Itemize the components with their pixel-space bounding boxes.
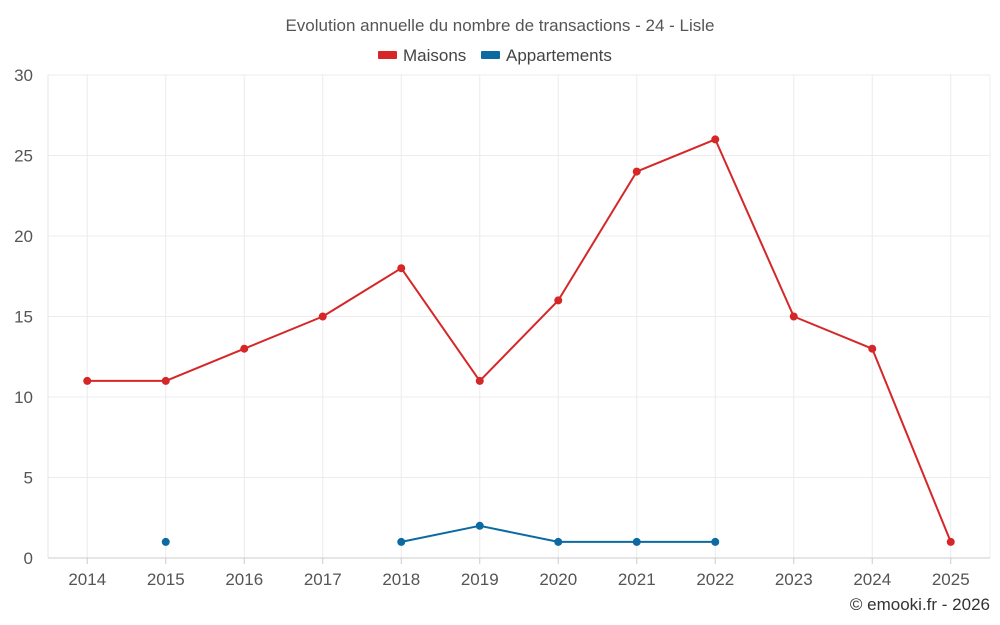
data-point-maisons-2018[interactable]	[397, 264, 406, 273]
data-point-appartements-2019[interactable]	[475, 521, 484, 530]
y-tick-label: 30	[14, 66, 33, 85]
legend: Maisons Appartements	[378, 46, 612, 65]
legend-label-maisons: Maisons	[403, 46, 466, 65]
x-tick-label: 2022	[696, 570, 734, 589]
data-point-maisons-2019[interactable]	[475, 376, 484, 385]
data-point-appartements-2020[interactable]	[554, 537, 563, 546]
x-tick-label: 2015	[147, 570, 185, 589]
y-tick-label: 0	[24, 549, 33, 568]
data-point-maisons-2014[interactable]	[83, 376, 92, 385]
x-tick-label: 2020	[539, 570, 577, 589]
x-tick-label: 2014	[68, 570, 106, 589]
legend-swatch-appartements	[481, 51, 500, 59]
data-point-maisons-2017[interactable]	[318, 312, 327, 321]
y-tick-label: 5	[24, 469, 33, 488]
data-point-maisons-2024[interactable]	[868, 344, 877, 353]
x-tick-label: 2023	[775, 570, 813, 589]
data-point-appartements-2018[interactable]	[397, 537, 406, 546]
x-tick-label: 2024	[853, 570, 891, 589]
data-point-maisons-2022[interactable]	[711, 135, 720, 144]
x-tick-label: 2025	[932, 570, 970, 589]
data-point-appartements-2021[interactable]	[632, 537, 641, 546]
data-point-maisons-2023[interactable]	[789, 312, 798, 321]
y-tick-label: 20	[14, 227, 33, 246]
y-tick-label: 10	[14, 388, 33, 407]
data-point-maisons-2021[interactable]	[632, 167, 641, 176]
data-point-maisons-2025[interactable]	[946, 537, 955, 546]
y-tick-label: 25	[14, 147, 33, 166]
data-point-maisons-2020[interactable]	[554, 296, 563, 305]
legend-label-appartements: Appartements	[506, 46, 612, 65]
data-point-maisons-2015[interactable]	[161, 376, 170, 385]
legend-swatch-maisons	[378, 51, 397, 59]
legend-item-maisons[interactable]: Maisons	[378, 46, 466, 65]
x-tick-label: 2021	[618, 570, 656, 589]
grid	[48, 74, 990, 559]
chart-title: Evolution annuelle du nombre de transact…	[285, 16, 714, 35]
x-tick-label: 2017	[304, 570, 342, 589]
series-line-maisons	[87, 138, 952, 543]
x-tick-label: 2016	[225, 570, 263, 589]
legend-item-appartements[interactable]: Appartements	[481, 46, 612, 65]
data-point-maisons-2016[interactable]	[240, 344, 249, 353]
series-appartements	[161, 521, 720, 546]
y-tick-label: 15	[14, 308, 33, 327]
data-point-appartements-2022[interactable]	[711, 537, 720, 546]
x-tick-label: 2019	[461, 570, 499, 589]
series-maisons	[83, 135, 955, 546]
credit-text: © emooki.fr - 2026	[850, 595, 990, 614]
series-layer	[83, 135, 955, 546]
data-point-appartements-2015[interactable]	[161, 537, 170, 546]
x-tick-label: 2018	[382, 570, 420, 589]
